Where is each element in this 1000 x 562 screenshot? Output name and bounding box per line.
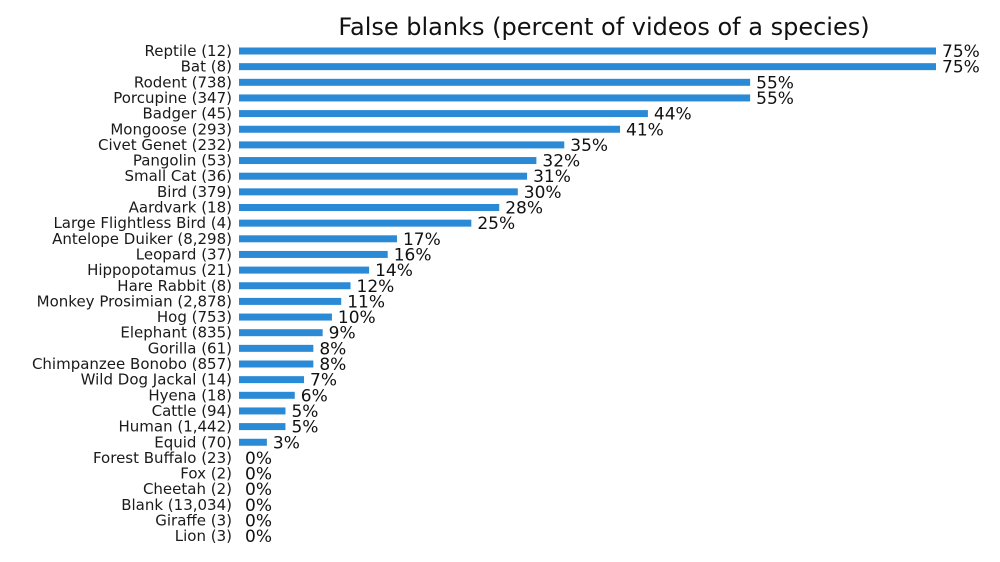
bar xyxy=(239,125,621,133)
bar xyxy=(239,78,751,86)
category-label: Badger (45) xyxy=(143,105,232,123)
category-label: Porcupine (347) xyxy=(113,89,232,107)
value-label: 3% xyxy=(273,433,300,453)
value-label: 5% xyxy=(291,418,318,438)
category-label: Chimpanzee Bonobo (857) xyxy=(32,355,232,373)
category-label: Small Cat (36) xyxy=(124,167,232,185)
bar xyxy=(239,344,314,352)
category-label: Giraffe (3) xyxy=(155,512,232,530)
value-label: 32% xyxy=(542,152,580,172)
category-label: Aardvark (18) xyxy=(129,199,232,217)
category-label: Hog (753) xyxy=(157,308,232,326)
bar xyxy=(239,360,314,368)
bar xyxy=(239,329,323,337)
bar xyxy=(239,63,936,71)
category-label: Rodent (738) xyxy=(134,73,232,91)
value-label: 9% xyxy=(329,324,356,344)
value-label: 16% xyxy=(394,245,432,265)
value-label: 75% xyxy=(942,42,980,62)
bar xyxy=(239,391,295,399)
bar xyxy=(239,219,472,227)
value-label: 0% xyxy=(245,527,272,547)
bar xyxy=(239,141,565,149)
value-label: 12% xyxy=(357,277,395,297)
category-label: Hare Rabbit (8) xyxy=(117,277,232,295)
value-label: 11% xyxy=(347,292,385,312)
value-label: 5% xyxy=(291,402,318,422)
bar xyxy=(239,423,286,431)
bar xyxy=(239,204,500,211)
category-label: Reptile (12) xyxy=(144,42,232,60)
value-label: 0% xyxy=(245,449,272,469)
value-label: 0% xyxy=(245,480,272,500)
value-label: 8% xyxy=(319,339,346,359)
bar xyxy=(239,47,936,55)
category-label: Large Flightless Bird (4) xyxy=(53,214,232,232)
bar xyxy=(239,438,267,446)
value-label: 30% xyxy=(524,183,562,203)
category-label: Leopard (37) xyxy=(136,245,232,263)
bar xyxy=(239,250,388,258)
value-label: 10% xyxy=(338,308,376,328)
value-label: 7% xyxy=(310,371,337,391)
bar xyxy=(239,110,648,118)
category-label: Blank (13,034) xyxy=(121,496,232,514)
bar xyxy=(239,188,518,196)
category-label: Monkey Prosimian (2,878) xyxy=(37,292,232,310)
chart-title: False blanks (percent of videos of a spe… xyxy=(338,13,869,41)
value-label: 0% xyxy=(245,465,272,485)
bar xyxy=(239,266,370,274)
value-label: 6% xyxy=(301,386,328,406)
category-label: Antelope Duiker (8,298) xyxy=(52,230,232,248)
category-label: Forest Buffalo (23) xyxy=(93,449,232,467)
category-label: Bat (8) xyxy=(181,58,232,76)
bar xyxy=(239,297,342,305)
category-label: Pangolin (53) xyxy=(133,152,232,170)
category-label: Civet Genet (232) xyxy=(98,136,232,154)
value-label: 35% xyxy=(570,136,608,156)
value-label: 0% xyxy=(245,496,272,516)
category-label: Mongoose (293) xyxy=(110,120,232,138)
value-label: 44% xyxy=(654,105,692,125)
category-label: Cheetah (2) xyxy=(143,480,232,498)
bar xyxy=(239,94,751,102)
bar xyxy=(239,235,397,243)
category-label: Elephant (835) xyxy=(120,324,232,342)
value-label: 31% xyxy=(533,167,571,187)
value-label: 17% xyxy=(403,230,441,250)
category-label: Equid (70) xyxy=(154,433,232,451)
category-label: Lion (3) xyxy=(175,527,232,545)
category-label: Human (1,442) xyxy=(118,418,232,436)
value-label: 25% xyxy=(477,214,515,234)
category-label: Gorilla (61) xyxy=(148,339,232,357)
bar xyxy=(239,407,286,415)
value-label: 55% xyxy=(756,89,794,109)
category-label: Hippopotamus (21) xyxy=(87,261,232,279)
value-label: 28% xyxy=(505,199,543,219)
category-label: Bird (379) xyxy=(157,183,232,201)
category-label: Fox (2) xyxy=(180,465,232,483)
bar xyxy=(239,172,528,180)
value-label: 55% xyxy=(756,73,794,93)
value-label: 0% xyxy=(245,512,272,532)
category-label: Wild Dog Jackal (14) xyxy=(81,371,232,389)
bar xyxy=(239,313,332,321)
category-label: Hyena (18) xyxy=(148,386,232,404)
value-label: 14% xyxy=(375,261,413,281)
category-label: Cattle (94) xyxy=(152,402,232,420)
chart-rows: Reptile (12) 75% Bat (8) 75% Rodent (738) 55%… xyxy=(32,42,980,547)
bar xyxy=(239,157,537,165)
bar xyxy=(239,376,305,384)
value-label: 41% xyxy=(626,120,664,140)
bar xyxy=(239,282,351,290)
value-label: 75% xyxy=(942,58,980,78)
value-label: 8% xyxy=(319,355,346,375)
